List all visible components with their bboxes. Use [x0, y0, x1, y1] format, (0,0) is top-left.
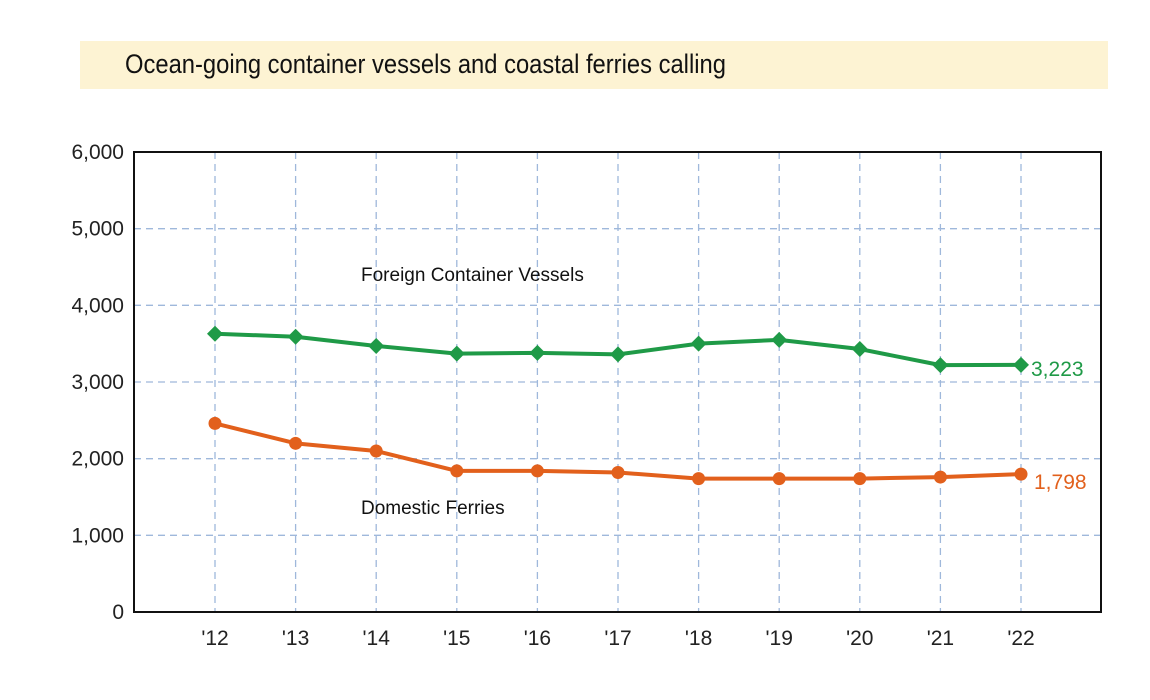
data-point-diamond — [207, 325, 223, 342]
x-tick-label: '15 — [443, 627, 470, 650]
data-point-diamond — [771, 331, 788, 348]
data-point-diamond — [448, 345, 465, 362]
title-bar: Ocean-going container vessels and coasta… — [80, 41, 1108, 89]
data-point-circle — [772, 472, 786, 486]
data-point-circle — [369, 444, 383, 458]
x-tick-label: '21 — [927, 627, 954, 650]
chart-title: Ocean-going container vessels and coasta… — [125, 49, 726, 79]
data-point-diamond — [932, 357, 949, 374]
grid-lines — [134, 152, 1101, 612]
data-point-diamond — [368, 337, 385, 354]
data-point-diamond — [690, 335, 707, 352]
x-axis-ticks: '12 '13 '14 '15 '16 '17 '18 '19 '20 '21 '22 — [201, 627, 1034, 650]
data-point-diamond — [851, 341, 868, 358]
y-tick-label: 0 — [112, 601, 124, 624]
x-tick-label: '17 — [604, 627, 631, 650]
data-point-circle — [450, 464, 464, 478]
data-point-circle — [853, 472, 867, 486]
series-markers — [207, 325, 1029, 486]
data-point-diamond — [287, 328, 304, 345]
y-tick-label: 6,000 — [71, 141, 124, 164]
y-tick-label: 4,000 — [71, 294, 124, 317]
x-tick-label: '14 — [363, 627, 391, 650]
data-point-circle — [933, 470, 947, 484]
end-label-container: 3,223 — [1031, 358, 1084, 381]
data-point-circle — [208, 416, 222, 430]
y-tick-label: 5,000 — [71, 218, 124, 241]
x-tick-label: '20 — [846, 627, 873, 650]
x-tick-label: '18 — [685, 627, 712, 650]
x-tick-label: '12 — [201, 627, 228, 650]
plot-frame — [133, 151, 1102, 613]
x-tick-label: '13 — [282, 627, 309, 650]
y-tick-label: 1,000 — [71, 524, 124, 547]
y-axis-ticks: 0 1,000 2,000 3,000 4,000 5,000 6,000 — [71, 141, 124, 624]
data-point-circle — [1014, 467, 1028, 481]
x-tick-label: '22 — [1007, 627, 1034, 650]
data-point-diamond — [1013, 356, 1029, 373]
data-point-diamond — [610, 346, 626, 363]
series-label-container: Foreign Container Vessels — [361, 265, 584, 286]
data-point-circle — [611, 465, 625, 479]
y-tick-label: 2,000 — [71, 448, 124, 471]
y-tick-label: 3,000 — [71, 371, 124, 394]
x-tick-label: '19 — [766, 627, 793, 650]
x-tick-label: '16 — [524, 627, 551, 650]
end-label-ferries: 1,798 — [1034, 471, 1087, 494]
data-point-circle — [289, 436, 303, 450]
data-point-circle — [530, 464, 544, 478]
series-label-ferries: Domestic Ferries — [361, 498, 505, 519]
data-point-diamond — [529, 344, 546, 361]
data-point-circle — [692, 472, 706, 486]
